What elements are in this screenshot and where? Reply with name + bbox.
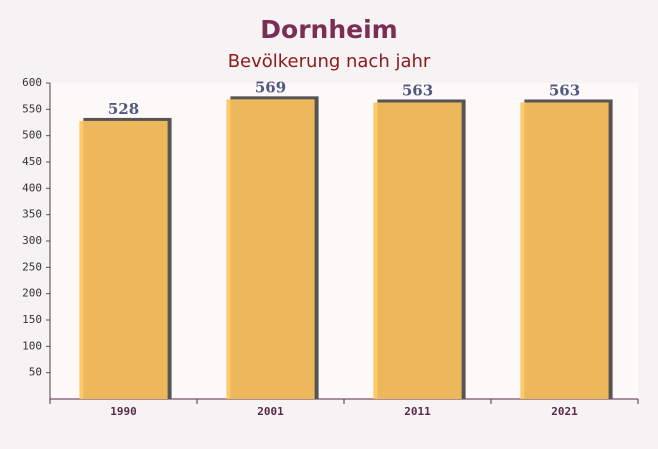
chart-title: Dornheim bbox=[260, 15, 397, 44]
value-label: 563 bbox=[402, 81, 433, 99]
bar bbox=[373, 102, 462, 399]
y-tick-label: 450 bbox=[22, 155, 42, 168]
value-label: 563 bbox=[549, 81, 580, 99]
value-label: 569 bbox=[255, 78, 286, 96]
y-tick-label: 600 bbox=[22, 76, 42, 89]
y-tick-label: 50 bbox=[29, 366, 42, 379]
x-tick-label: 1990 bbox=[110, 405, 137, 418]
y-tick-label: 550 bbox=[22, 102, 42, 115]
bar bbox=[520, 102, 609, 399]
bar bbox=[226, 99, 315, 400]
y-tick-label: 400 bbox=[22, 181, 42, 194]
value-label: 528 bbox=[108, 100, 139, 118]
y-tick-label: 350 bbox=[22, 208, 42, 221]
chart-subtitle: Bevölkerung nach jahr bbox=[228, 51, 431, 72]
y-tick-label: 250 bbox=[22, 260, 42, 273]
x-tick-label: 2001 bbox=[257, 405, 284, 418]
y-tick-label: 100 bbox=[22, 339, 42, 352]
x-tick-label: 2021 bbox=[551, 405, 578, 418]
y-tick-label: 150 bbox=[22, 313, 42, 326]
bar bbox=[79, 120, 168, 400]
y-tick-label: 300 bbox=[22, 234, 42, 247]
x-tick-label: 2011 bbox=[404, 405, 431, 418]
y-tick-label: 500 bbox=[22, 129, 42, 142]
y-tick-label: 200 bbox=[22, 287, 42, 300]
